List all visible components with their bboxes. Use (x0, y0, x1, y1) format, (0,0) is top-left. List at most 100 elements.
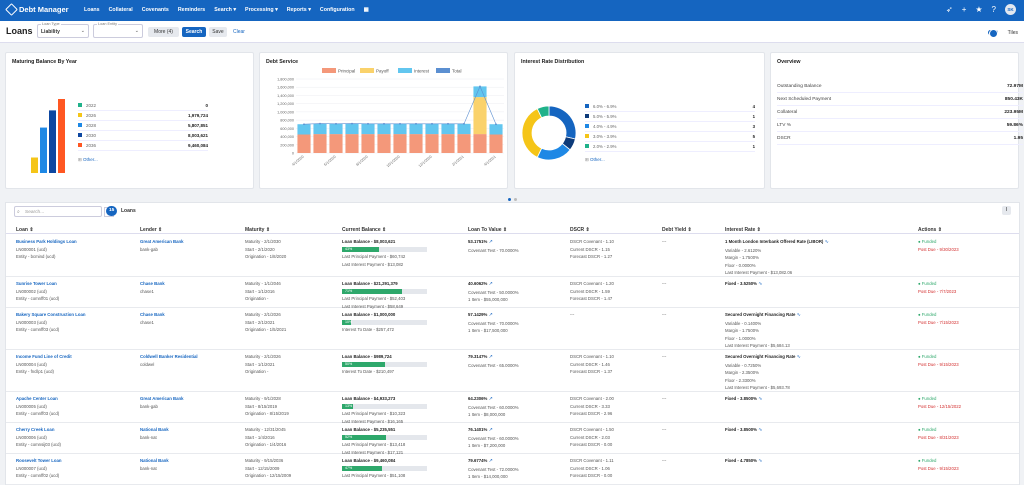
external-link-icon[interactable]: ↗ (488, 427, 493, 433)
loan-entity-select[interactable]: Loan Entity ⌄ (93, 22, 143, 38)
col-current-balance[interactable]: Current Balance ⇕ (342, 227, 387, 233)
loan-name-link[interactable]: Apache Center Loan (16, 396, 58, 401)
loan-code: LN000006 (ucd) (16, 434, 47, 440)
col-dscr[interactable]: DSCR ⇕ (570, 227, 590, 233)
last-payment-2: Last Interest Payment - $58,649 (342, 303, 404, 309)
interest-rate: Fixed - 3.5250% (725, 281, 758, 286)
clear-button[interactable]: Clear (233, 29, 245, 35)
lender-link[interactable]: Chase Bank (140, 281, 165, 286)
rate-chart-icon[interactable]: ∿ (796, 354, 801, 360)
table-row[interactable]: Sunrise Tower Loan LN000002 (ucd) Entity -… (6, 277, 1019, 309)
rate-chart-icon[interactable]: ∿ (796, 312, 801, 318)
table-row[interactable]: Business Park Holdings Loan LN000001 (ucd… (6, 235, 1019, 277)
help-icon[interactable]: ? (991, 5, 996, 14)
nav-reports[interactable]: Reports ▾ (286, 7, 311, 13)
lender-link[interactable]: Great American Bank (140, 396, 184, 401)
external-link-icon[interactable]: ↗ (488, 458, 493, 464)
loan-name-link[interactable]: Cherry Creek Loan (16, 427, 55, 432)
last-payment-1: Interest To Date - $257,472 (342, 327, 394, 333)
legend-swatch (585, 144, 589, 148)
nav-reminders[interactable]: Reminders (177, 7, 206, 13)
table-row[interactable]: Income Fund Line of Credit LN000004 (ucd)… (6, 350, 1019, 392)
search-input[interactable]: ⌕ Search... × (14, 206, 114, 217)
external-link-icon[interactable]: ↗ (488, 239, 493, 245)
col-ltv[interactable]: Loan To Value ⇕ (468, 227, 508, 233)
col-debt-yield[interactable]: Debt Yield ⇕ (662, 227, 692, 233)
external-link-icon[interactable]: ↗ (488, 312, 493, 318)
app-logo[interactable]: Debt Manager (5, 3, 69, 16)
debt-yield: --- (662, 281, 667, 286)
carousel-dot[interactable] (508, 198, 511, 201)
more-filters-button[interactable]: More (4) (148, 27, 179, 37)
save-button[interactable]: Save (209, 27, 227, 37)
loan-name-link[interactable]: Roosevelt Tower Loan (16, 458, 62, 463)
ltv-value: 53.1751% (468, 239, 488, 244)
rocket-icon[interactable]: ➶ (946, 5, 953, 14)
balance-progress-bar: 71% (342, 288, 427, 294)
main-menu: Loans Collateral Covenants Reminders Sea… (84, 7, 369, 13)
rate-chart-icon[interactable]: ∿ (758, 281, 763, 287)
loan-code: LN000002 (ucd) (16, 288, 47, 294)
col-loan[interactable]: Loan ⇕ (16, 227, 34, 233)
lender-code: bank-nat (140, 465, 157, 471)
carousel-dot[interactable] (514, 198, 517, 201)
progress-percent: 71% (345, 288, 353, 293)
rate-chart-icon[interactable]: ∿ (824, 239, 829, 245)
table-row[interactable]: Cherry Creek Loan LN000006 (ucd) Entity - … (6, 423, 1019, 455)
col-actions[interactable]: Actions ⇕ (918, 227, 942, 233)
maturing-balance-card: Maturing Balance By Year 2022 0 2026 1,979,… (5, 52, 254, 189)
lender-link[interactable]: National Bank (140, 427, 169, 432)
apps-grid-icon[interactable]: ▦ (363, 7, 369, 13)
total-point (479, 85, 481, 88)
lender-link[interactable]: National Bank (140, 458, 169, 463)
loan-name-link[interactable]: Income Fund Line of Credit (16, 354, 72, 359)
rate-chart-icon[interactable]: ∿ (758, 396, 763, 402)
rate-detail: Floor - 1.0000% (725, 335, 756, 341)
loan-name-link[interactable]: Sunrise Tower Loan (16, 281, 57, 286)
y-tick-label: 1,800,000 (277, 78, 294, 82)
search-button[interactable]: Search (182, 27, 206, 37)
bar-principal (489, 134, 503, 153)
external-link-icon[interactable]: ↗ (488, 281, 493, 287)
interest-other-link[interactable]: ⊞ Other... (585, 157, 605, 162)
external-link-icon[interactable]: ↗ (488, 396, 493, 402)
add-icon[interactable]: + (961, 5, 967, 14)
dscr-current: Current DSCR - 1.06 (570, 465, 610, 471)
table-row[interactable]: Roosevelt Tower Loan LN000007 (ucd) Entity… (6, 454, 1019, 485)
lender-link[interactable]: Chase Bank (140, 312, 165, 317)
star-icon[interactable]: ★ (975, 5, 983, 14)
total-point (367, 122, 369, 125)
nav-loans[interactable]: Loans (84, 7, 100, 13)
table-row[interactable]: Bakery Square Construction Loan LN000003 … (6, 308, 1019, 350)
loan-name-link[interactable]: Bakery Square Construction Loan (16, 312, 86, 317)
nav-configuration[interactable]: Configuration (319, 7, 355, 13)
loan-name-link[interactable]: Business Park Holdings Loan (16, 239, 77, 244)
col-lender[interactable]: Lender ⇕ (140, 227, 163, 233)
nav-search[interactable]: Search ▾ (214, 7, 237, 13)
col-maturity[interactable]: Maturity ⇕ (245, 227, 271, 233)
avatar[interactable]: SK (1005, 4, 1016, 15)
column-settings-button[interactable]: ⁞ (1002, 206, 1011, 215)
rate-chart-icon[interactable]: ∿ (758, 427, 763, 433)
external-link-icon[interactable]: ↗ (488, 354, 493, 360)
start-date: Start - 1/4/2016 (245, 434, 275, 440)
nav-covenants[interactable]: Covenants (141, 7, 169, 13)
bar-principal (377, 134, 391, 153)
interest-donut-chart (521, 105, 577, 161)
lender-link[interactable]: Great American Bank (140, 239, 184, 244)
table-row[interactable]: Apache Center Loan LN000005 (ucd) Entity -… (6, 392, 1019, 424)
col-interest-rate[interactable]: Interest Rate ⇕ (725, 227, 761, 233)
loan-entity-label: Loan Entity (97, 22, 118, 26)
tiles-toggle[interactable] (988, 29, 998, 38)
nav-processing[interactable]: Processing ▾ (245, 7, 278, 13)
lender-link[interactable]: Coldwell Banker Residential (140, 354, 198, 359)
x-tick-label: 2/1/2021 (451, 155, 464, 167)
balance-progress-bar: 50% (342, 361, 427, 367)
nav-collateral[interactable]: Collateral (108, 7, 133, 13)
rate-chart-icon[interactable]: ∿ (758, 458, 763, 464)
progress-percent: 52% (345, 434, 353, 439)
bar-payoff (473, 97, 487, 135)
maturing-other-link[interactable]: ⊞ Other... (78, 157, 98, 162)
loan-type-select[interactable]: Loan Type Liability ⌄ (37, 22, 89, 38)
maturing-chart (31, 99, 65, 173)
